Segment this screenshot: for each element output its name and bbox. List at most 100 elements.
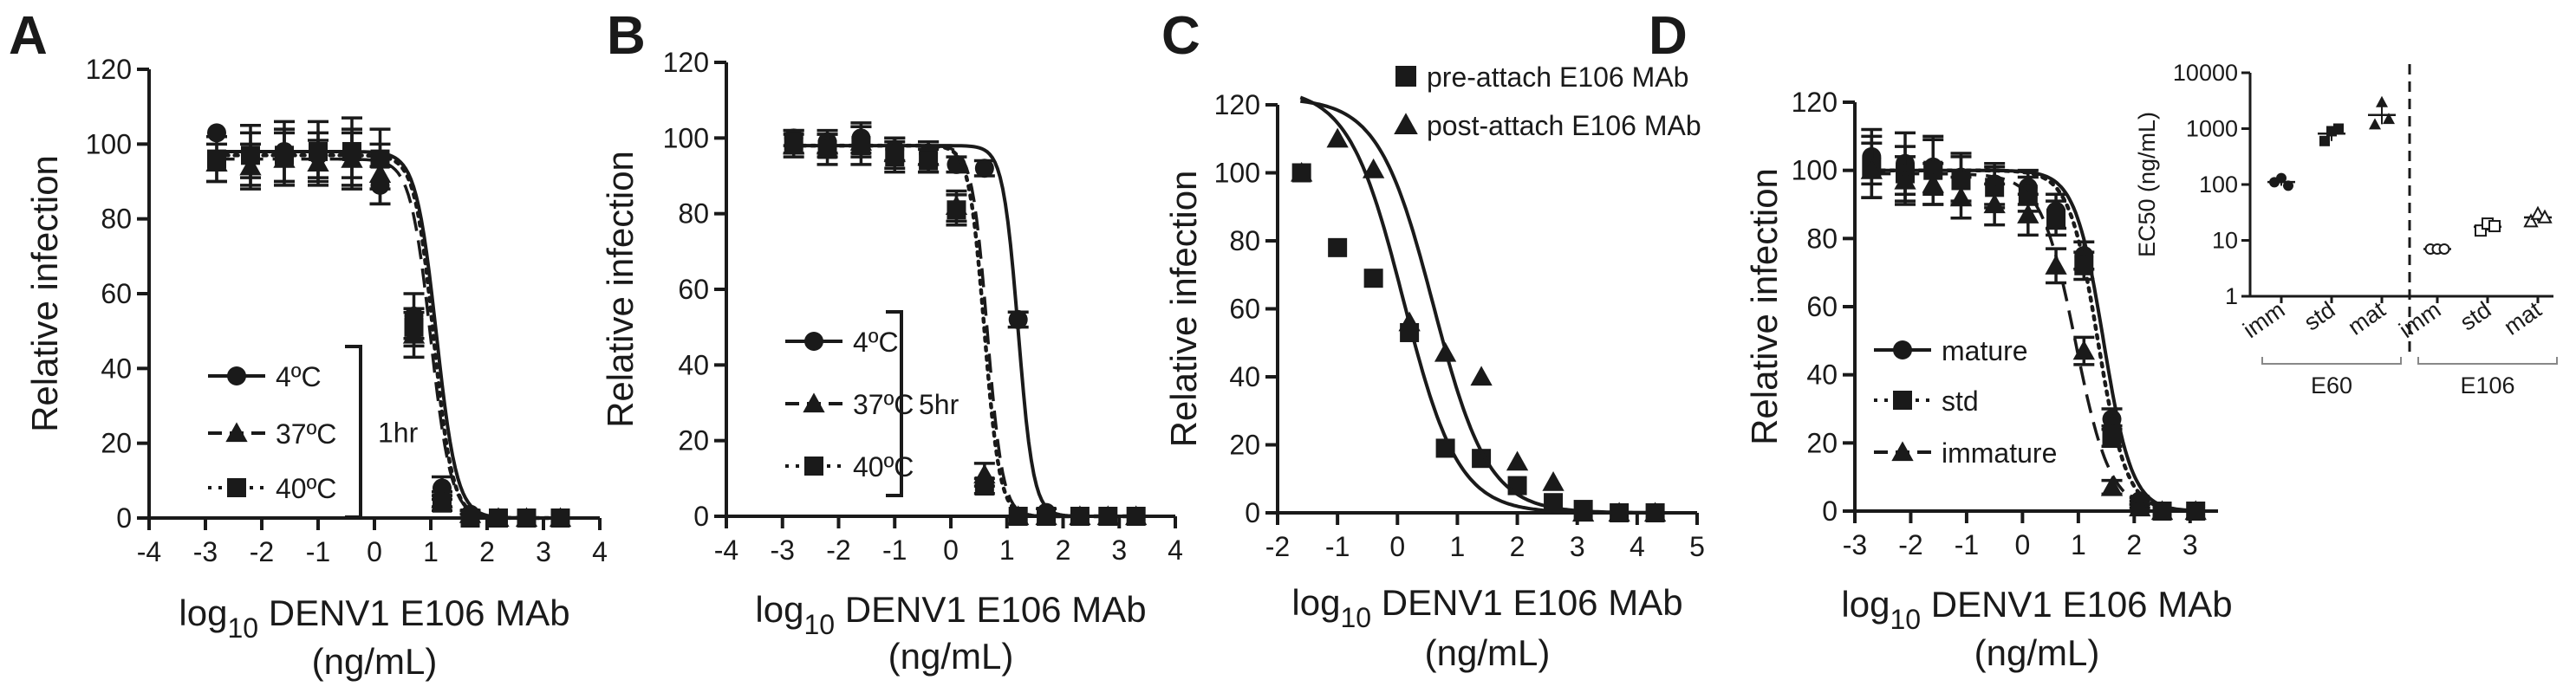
fit-curve-2 — [1300, 99, 1658, 515]
inset-point — [2537, 209, 2553, 223]
data-point — [2150, 500, 2174, 521]
legend-bracket-label: 1hr — [378, 418, 419, 449]
y-tick-label: 120 — [663, 47, 709, 78]
data-point — [1983, 193, 2006, 214]
x-axis-label-units: (ng/mL) — [1974, 632, 2100, 673]
y-tick-label: 60 — [1806, 291, 1838, 322]
legend-label: 40ºC — [276, 473, 336, 504]
inset-y-tick-label: 1 — [2225, 283, 2238, 309]
data-point — [1860, 159, 1883, 179]
y-tick-label: 120 — [86, 54, 132, 85]
x-tick-label: -4 — [137, 536, 161, 567]
legend-marker — [227, 366, 246, 385]
x-tick-label: -1 — [1325, 531, 1350, 562]
panel-d: D 0 20 40 60 80 100 120 -3 -2 -1 0 1 2 3 Relative infec… — [1649, 6, 2233, 673]
inset-category-label: std — [2300, 296, 2340, 335]
data-point — [1098, 507, 1118, 526]
inset-point — [2276, 172, 2287, 184]
inset-y-tick-label: 100 — [2199, 172, 2238, 198]
inset-group-bracket — [2417, 357, 2558, 365]
data-point — [1362, 158, 1385, 178]
y-tick-label: 0 — [1822, 495, 1838, 527]
panel-c: C 0 20 40 60 80 100 120 -2 -1 0 1 2 3 4 5 Relative infec… — [1161, 6, 1705, 673]
x-axis-label-subscript: 10 — [803, 609, 835, 640]
x-tick-label: -1 — [1955, 529, 1979, 560]
legend-marker — [225, 422, 248, 443]
x-tick-label: -4 — [714, 534, 738, 566]
inset-point — [2333, 123, 2344, 134]
data-point — [2045, 255, 2067, 275]
y-tick-label: 20 — [101, 428, 132, 459]
x-axis-label-log: log — [755, 589, 803, 630]
x-axis-label: log10 DENV1 E106 MAb — [755, 589, 1146, 640]
data-point — [946, 200, 966, 220]
data-point — [2074, 256, 2094, 275]
data-point — [2072, 340, 2095, 360]
inset-category-label: imm — [2238, 296, 2289, 343]
data-point — [370, 149, 390, 169]
x-tick-label: -3 — [193, 536, 218, 567]
legend-marker — [227, 478, 246, 497]
fit-curve-3 — [213, 153, 564, 521]
inset-point — [2383, 113, 2395, 125]
y-tick-label: 80 — [1229, 225, 1260, 256]
y-tick-label: 100 — [1214, 158, 1260, 189]
panel-letter: B — [607, 6, 646, 66]
inset-point — [2376, 95, 2388, 107]
inset-point — [2488, 220, 2501, 233]
inset-point — [2283, 180, 2293, 191]
x-tick-label: 4 — [592, 536, 608, 567]
legend-marker — [1891, 441, 1914, 462]
inset-point — [2530, 205, 2546, 220]
x-tick-label: -2 — [826, 534, 850, 566]
y-tick-label: 40 — [1229, 361, 1260, 392]
x-tick-label: 1 — [2071, 529, 2086, 560]
data-point — [2129, 496, 2151, 517]
legend-label: 4ºC — [276, 361, 322, 392]
data-point — [1506, 450, 1529, 471]
panel-letter: A — [9, 6, 48, 66]
data-point — [1434, 341, 1457, 362]
x-axis-label-log: log — [1841, 584, 1890, 625]
y-tick-label: 80 — [101, 204, 132, 235]
x-axis-label: log10 DENV1 E106 MAb — [1291, 582, 1682, 633]
y-tick-label: 40 — [678, 349, 709, 380]
data-point — [1328, 237, 1348, 257]
y-tick-label: 60 — [678, 274, 709, 305]
data-point — [1542, 471, 1564, 491]
data-point — [433, 493, 452, 513]
x-tick-label: 2 — [479, 536, 495, 567]
panel-letter: C — [1161, 6, 1200, 66]
x-axis-label: log10 DENV1 E106 MAb — [1841, 584, 2232, 635]
legend-marker — [1893, 340, 1912, 359]
x-axis-label-rest: DENV1 E106 MAb — [835, 589, 1147, 630]
data-point — [550, 508, 570, 528]
data-point — [1037, 507, 1057, 526]
y-tick-label: 0 — [116, 502, 132, 534]
x-tick-label: 2 — [1510, 531, 1525, 562]
inset-y-tick-label: 1000 — [2186, 116, 2238, 142]
x-tick-label: 2 — [2126, 529, 2142, 560]
y-axis-label: Relative infection — [24, 155, 65, 432]
y-tick-label: 40 — [1806, 359, 1838, 391]
x-tick-label: -1 — [306, 536, 330, 567]
y-axis-label: Relative infection — [600, 151, 641, 428]
y-tick-label: 20 — [1229, 430, 1260, 461]
x-tick-label: 4 — [1630, 531, 1645, 562]
x-tick-label: 1 — [1450, 531, 1466, 562]
data-point — [2102, 426, 2122, 446]
x-tick-label: 3 — [2182, 529, 2198, 560]
data-point — [1070, 507, 1090, 526]
data-point — [817, 139, 837, 159]
x-tick-label: 0 — [367, 536, 382, 567]
inset-category-label: mat — [2499, 296, 2546, 340]
x-tick-label: 0 — [1389, 531, 1405, 562]
data-point — [1291, 161, 1313, 182]
legend-label: 37ºC — [276, 418, 336, 450]
inset-group-label: E60 — [2311, 372, 2352, 398]
inset-group-label: E106 — [2460, 372, 2514, 398]
legend-marker — [1394, 113, 1418, 135]
inset-point — [2369, 118, 2381, 130]
legend-label: mature — [1942, 335, 2028, 366]
